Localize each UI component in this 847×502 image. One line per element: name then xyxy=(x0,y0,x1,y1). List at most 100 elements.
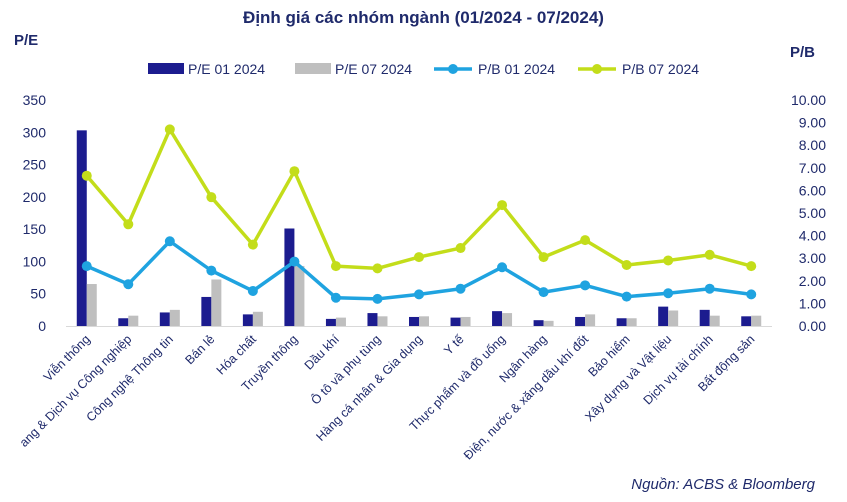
point-pb-jan xyxy=(621,291,632,302)
point-pb-jul xyxy=(414,252,424,263)
bar-pe-jan xyxy=(741,316,752,326)
y-tick-right-label: 6.00 xyxy=(799,182,826,198)
bar-pe-jan xyxy=(76,130,87,326)
bar-pe-jul xyxy=(128,315,139,326)
y-tick-right-label: 9.00 xyxy=(799,115,826,131)
bar-pe-jul xyxy=(751,315,762,326)
point-pb-jul xyxy=(289,166,300,177)
point-pb-jul xyxy=(621,259,632,270)
bar-pe-jan xyxy=(118,318,129,326)
point-pb-jan xyxy=(414,289,424,300)
bar-pe-jul xyxy=(460,316,471,326)
bar-pe-jul xyxy=(668,310,679,326)
point-pb-jan xyxy=(372,293,383,304)
bar-pe-jan xyxy=(409,316,419,326)
legend-marker xyxy=(448,64,458,74)
point-pb-jul xyxy=(330,261,341,272)
point-pb-jul xyxy=(455,243,466,254)
point-pb-jul xyxy=(663,255,674,266)
bar-pe-jan xyxy=(658,306,669,326)
bar-pe-jul xyxy=(502,313,513,326)
point-pb-jan xyxy=(164,236,175,247)
point-pb-jan xyxy=(289,256,300,267)
legend-label: P/E 07 2024 xyxy=(335,61,412,77)
bar-pe-jan xyxy=(450,317,461,326)
y-tick-left-label: 100 xyxy=(23,253,47,269)
point-pb-jan xyxy=(497,262,508,273)
y-tick-left-label: 50 xyxy=(30,286,46,302)
bar-pe-jan xyxy=(284,228,295,326)
y-tick-right-label: 7.00 xyxy=(799,160,826,176)
legend-label: P/E 01 2024 xyxy=(188,61,265,77)
point-pb-jan xyxy=(663,288,674,299)
point-pb-jul xyxy=(538,252,549,263)
bar-pe-jul xyxy=(709,315,720,326)
point-pb-jul xyxy=(206,192,217,203)
y-tick-right-label: 3.00 xyxy=(799,250,826,266)
bar-pe-jan xyxy=(533,320,544,326)
y-tick-right-label: 5.00 xyxy=(799,205,826,221)
legend-marker xyxy=(592,64,602,74)
legend-label: P/B 07 2024 xyxy=(622,61,699,77)
bar-pe-jul xyxy=(585,314,596,326)
point-pb-jul xyxy=(164,124,175,135)
bar-pe-jan xyxy=(492,311,503,326)
bar-pe-jan xyxy=(159,312,170,326)
point-pb-jan xyxy=(81,261,92,272)
y-tick-right-label: 4.00 xyxy=(799,228,826,244)
point-pb-jan xyxy=(455,283,466,294)
y-axis-right-label: P/B xyxy=(790,44,816,61)
y-tick-left-label: 150 xyxy=(23,221,47,237)
bar-pe-jul xyxy=(626,318,637,326)
x-tick-label: Ô tô và phụ tùng xyxy=(308,331,384,407)
x-tick-label: Bán lẻ xyxy=(183,332,218,367)
y-tick-right-label: 10.00 xyxy=(791,92,826,108)
bar-pe-jan xyxy=(575,316,586,326)
y-tick-right-label: 0.00 xyxy=(799,318,826,334)
point-pb-jan xyxy=(704,283,715,294)
point-pb-jul xyxy=(372,263,383,274)
source-note: Nguồn: ACBS & Bloomberg xyxy=(631,476,815,493)
point-pb-jul xyxy=(247,239,258,250)
point-pb-jul xyxy=(704,249,715,260)
bar-pe-jan xyxy=(325,318,336,326)
x-tick-label: Dầu khí xyxy=(302,332,343,373)
y-tick-right-label: 2.00 xyxy=(799,273,826,289)
bar-pe-jan xyxy=(201,296,212,326)
point-pb-jul xyxy=(123,219,134,230)
bar-pe-jul xyxy=(335,317,346,326)
point-pb-jan xyxy=(538,287,549,298)
legend-swatch xyxy=(148,63,184,74)
y-tick-left-label: 250 xyxy=(23,157,47,173)
bar-pe-jan xyxy=(367,313,378,326)
bar-pe-jan xyxy=(699,309,710,326)
bar-pe-jul xyxy=(377,316,388,326)
bar-pe-jul xyxy=(211,279,222,326)
point-pb-jan xyxy=(746,289,757,300)
legend-label: P/B 01 2024 xyxy=(478,61,555,77)
bar-pe-jul xyxy=(419,316,429,326)
y-tick-left-label: 350 xyxy=(23,92,47,108)
point-pb-jan xyxy=(247,285,258,296)
point-pb-jul xyxy=(497,200,508,211)
x-tick-label: Y tế xyxy=(441,332,466,357)
bar-pe-jul xyxy=(86,284,97,326)
point-pb-jul xyxy=(580,235,591,246)
y-tick-left-label: 200 xyxy=(23,189,47,205)
point-pb-jan xyxy=(580,280,591,291)
y-tick-left-label: 300 xyxy=(23,124,47,140)
bar-pe-jan xyxy=(242,314,253,326)
bar-pe-jul xyxy=(543,320,554,326)
point-pb-jul xyxy=(81,170,92,181)
bar-pe-jul xyxy=(169,309,180,326)
point-pb-jan xyxy=(330,292,341,303)
y-tick-right-label: 1.00 xyxy=(799,295,826,311)
line-pb-jul xyxy=(85,127,752,271)
bar-pe-jan xyxy=(616,318,627,326)
y-tick-left-label: 0 xyxy=(38,318,46,334)
y-tick-right-label: 8.00 xyxy=(799,137,826,153)
chart-title: Định giá các nhóm ngành (01/2024 - 07/20… xyxy=(243,8,604,27)
bar-pe-jul xyxy=(252,311,263,326)
point-pb-jul xyxy=(746,261,757,272)
